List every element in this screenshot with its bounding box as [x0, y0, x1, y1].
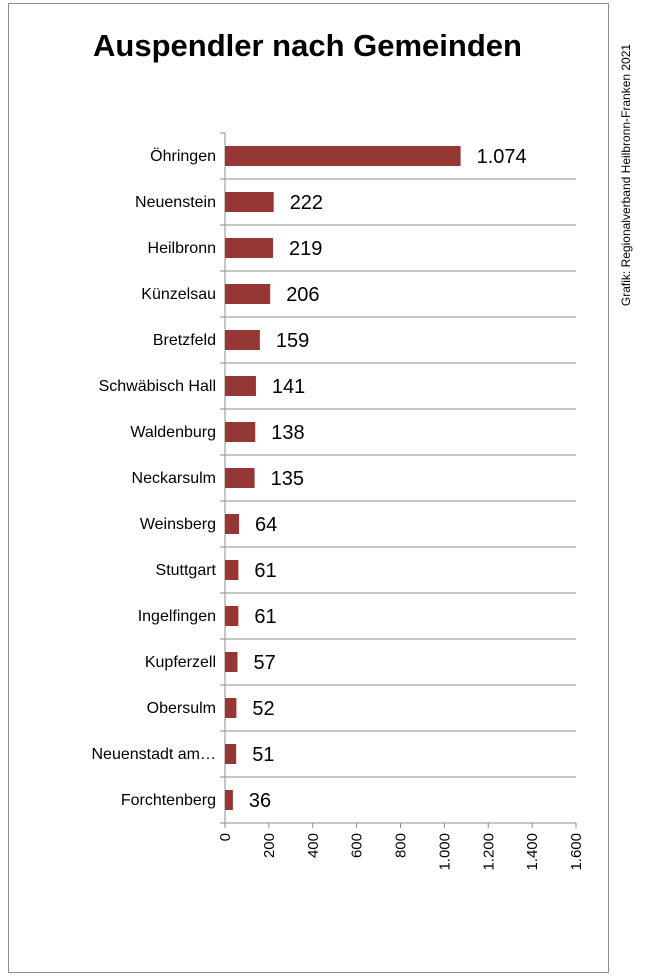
category-label: Obersulm [147, 700, 216, 717]
bar [225, 606, 239, 626]
bar [225, 284, 271, 304]
category-label: Stuttgart [156, 562, 217, 579]
category-label: Künzelsau [141, 286, 216, 303]
bar [225, 146, 461, 166]
tick-label: 400 [305, 833, 322, 858]
data-label: 1.074 [477, 146, 527, 168]
category-label: Forchtenberg [121, 792, 216, 809]
chart-title: Auspendler nach Gemeinden [93, 28, 522, 63]
tick-label: 600 [349, 833, 366, 858]
tick-label: 1.000 [436, 833, 453, 871]
data-label: 61 [254, 606, 276, 628]
tick-label: 1.200 [480, 833, 497, 871]
category-label: Schwäbisch Hall [99, 378, 216, 395]
bar [225, 238, 274, 258]
category-label: Öhringen [150, 147, 216, 165]
bar [225, 468, 255, 488]
data-label: 36 [249, 790, 271, 812]
tick-label: 1.600 [568, 833, 585, 871]
category-label: Waldenburg [130, 424, 216, 441]
bar [225, 330, 260, 350]
data-label: 219 [289, 238, 322, 260]
category-label: Kupferzell [145, 654, 216, 671]
bar [225, 376, 256, 396]
tick-label: 0 [217, 833, 234, 841]
bar [225, 422, 256, 442]
tick-label: 800 [393, 833, 410, 858]
data-label: 57 [254, 652, 276, 674]
data-label: 159 [276, 330, 309, 352]
data-label: 206 [286, 284, 319, 306]
data-label: 51 [252, 744, 274, 766]
category-label: Weinsberg [140, 516, 216, 533]
bar [225, 192, 274, 212]
data-label: 61 [254, 560, 276, 582]
bar [225, 560, 239, 580]
category-label: Neuenstadt am… [91, 746, 216, 763]
data-label: 64 [255, 514, 277, 536]
tick-label: 200 [261, 833, 278, 858]
bar [225, 652, 238, 672]
bar [225, 514, 240, 534]
bar [225, 698, 237, 718]
category-label: Neuenstein [135, 194, 216, 211]
data-label: 222 [290, 192, 323, 214]
data-label: 138 [271, 422, 304, 444]
data-label: 135 [271, 468, 304, 490]
category-label: Ingelfingen [138, 608, 216, 625]
bar [225, 790, 233, 810]
tick-label: 1.400 [524, 833, 541, 871]
category-label: Heilbronn [148, 240, 216, 257]
bar [225, 744, 237, 764]
category-label: Bretzfeld [153, 332, 216, 349]
data-label: 52 [252, 698, 274, 720]
data-label: 141 [272, 376, 305, 398]
category-label: Neckarsulm [132, 470, 216, 487]
